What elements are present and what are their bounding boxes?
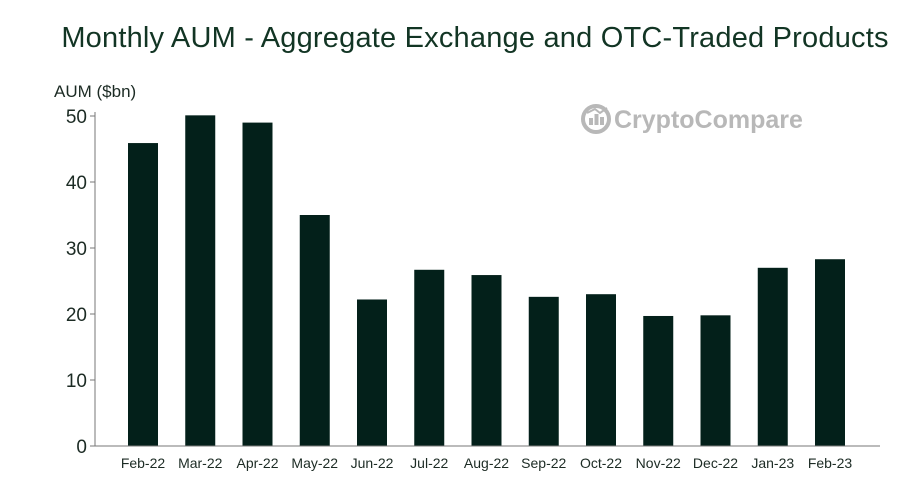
bar-jun-22	[357, 299, 387, 446]
x-tick-label: Jun-22	[351, 455, 394, 471]
y-tick-label: 10	[66, 371, 87, 392]
x-tick-label: May-22	[291, 455, 338, 471]
bar-oct-22	[586, 294, 616, 446]
y-tick-label: 40	[66, 173, 87, 194]
x-tick-label: Oct-22	[580, 455, 622, 471]
chart-title: Monthly AUM - Aggregate Exchange and OTC…	[61, 22, 889, 54]
x-tick-label: Mar-22	[178, 455, 223, 471]
cryptocompare-logo-icon	[581, 104, 611, 134]
x-axis-ticks: Feb-22 Mar-22 Apr-22 May-22 Jun-22 Jul-22 Aug-…	[121, 455, 853, 471]
bars	[128, 115, 845, 446]
bar-nov-22	[643, 315, 674, 446]
x-tick-label: Aug-22	[464, 455, 509, 471]
y-tick-label: 50	[66, 107, 87, 128]
watermark: CryptoCompare	[581, 104, 803, 134]
y-tick-label: 30	[66, 239, 87, 260]
bar-feb-22	[128, 143, 158, 446]
y-tick-label: 20	[66, 305, 87, 326]
x-tick-label: Feb-23	[808, 455, 853, 471]
bar-mar-22	[185, 115, 216, 446]
bar-apr-22	[242, 122, 273, 446]
bar-dec-22	[700, 315, 731, 446]
x-tick-label: Jan-23	[751, 455, 794, 471]
bar-jan-23	[757, 267, 788, 446]
x-tick-label: Jul-22	[410, 455, 448, 471]
bar-may-22	[299, 215, 330, 446]
y-axis-ticks: 0 10 20 30 40 50	[66, 107, 95, 458]
x-tick-label: Feb-22	[121, 455, 166, 471]
bar-feb-23	[815, 259, 845, 446]
bar-aug-22	[471, 275, 502, 446]
x-tick-label: Dec-22	[693, 455, 738, 471]
y-tick-label: 0	[76, 437, 87, 458]
bar-jul-22	[414, 269, 445, 446]
watermark-text: CryptoCompare	[614, 106, 803, 134]
x-tick-label: Nov-22	[636, 455, 681, 471]
y-axis-label: AUM ($bn)	[54, 82, 136, 101]
x-tick-label: Sep-22	[521, 455, 566, 471]
bar-sep-22	[528, 296, 559, 446]
x-tick-label: Apr-22	[236, 455, 278, 471]
